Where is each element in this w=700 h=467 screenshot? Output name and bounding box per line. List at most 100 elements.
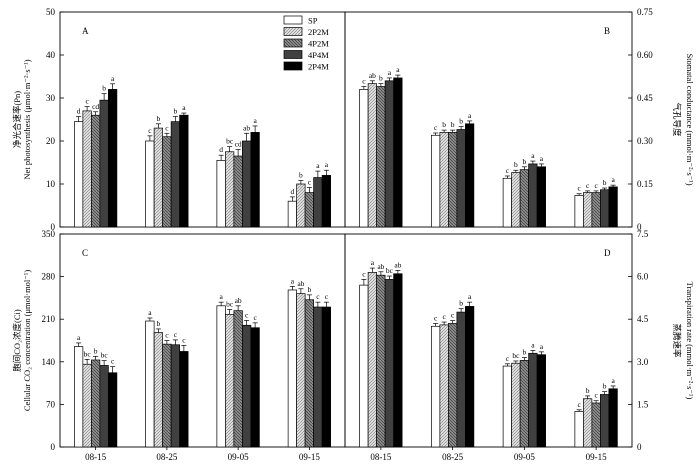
bar-2p4m-08-25: [179, 114, 189, 228]
significance-label: c: [325, 292, 329, 301]
bar-2p4m-09-05: [536, 166, 546, 228]
significance-label: b: [102, 84, 106, 93]
significance-label: b: [94, 346, 98, 355]
bar-2p2m-08-25: [439, 324, 449, 448]
significance-label: c: [111, 357, 115, 366]
significance-label: a: [611, 175, 615, 184]
bar-4p2m-09-15: [591, 402, 601, 448]
legend-label-2p2m: 2P2M: [308, 27, 329, 37]
y-tick-label: 280: [42, 272, 56, 282]
significance-label: a: [182, 103, 186, 112]
bar-2p4m-09-15: [608, 186, 618, 228]
bar-2p4m-08-25: [465, 306, 475, 448]
significance-label: c: [506, 354, 510, 363]
bar-sp-08-25: [145, 320, 155, 448]
significance-label: b: [157, 319, 161, 328]
x-tick-label: 09-05: [514, 452, 535, 462]
x-tick-label: 09-15: [299, 452, 320, 462]
significance-label: c: [577, 400, 581, 409]
panel-d: 0 1.5 3.0 4.5 6.0 7.5 蒸腾速率 Transpiration rate (…: [344, 229, 695, 462]
bar-4p2m-08-25: [448, 323, 458, 448]
significance-label: b: [514, 160, 518, 169]
bar-4p2m-08-15: [91, 114, 101, 228]
x-tick-label: 09-15: [586, 452, 607, 462]
bar-2p2m-09-15: [296, 293, 306, 448]
significance-label: b: [603, 382, 607, 391]
y-tick-label: 50: [46, 7, 56, 17]
legend-swatch-4p4m: [283, 50, 303, 59]
legend-swatch-2p4m: [283, 61, 303, 71]
bar-2p2m-09-05: [511, 172, 521, 228]
legend-label-2p4m: 2P4M: [308, 62, 329, 72]
significance-label: b: [299, 171, 303, 180]
significance-label: b: [523, 157, 527, 166]
significance-label: c: [85, 97, 89, 106]
significance-label: b: [157, 114, 161, 123]
significance-label: b: [442, 120, 446, 129]
significance-label: c: [316, 292, 320, 301]
significance-label: a: [325, 160, 329, 169]
significance-label: ab: [297, 279, 304, 288]
significance-label: b: [451, 120, 455, 129]
panel-frame: [344, 11, 633, 228]
bar-4p2m-09-15: [304, 192, 314, 228]
significance-label: a: [468, 111, 472, 120]
panel-a: 0 10 20 30 40 50 净光合速率(Pn) Net photosynthesis (…: [12, 7, 346, 232]
bar-sp-08-25: [145, 140, 155, 228]
y-tick-label: 0.60: [637, 50, 653, 60]
bar-sp-08-15: [74, 121, 84, 228]
significance-label: a: [388, 68, 392, 77]
bar-2p2m-09-05: [225, 151, 235, 228]
y-tick-label: 0: [637, 442, 642, 452]
y-tick-label: 1.5: [637, 399, 649, 409]
significance-label: c: [362, 77, 366, 86]
y-tick-label: 10: [46, 179, 56, 189]
significance-label: c: [253, 313, 257, 322]
y-tick-label: 3.0: [637, 357, 649, 367]
bar-4p4m-08-15: [384, 279, 394, 448]
significance-label: a: [253, 116, 257, 125]
significance-label: c: [182, 335, 186, 344]
significance-label: c: [362, 269, 366, 278]
significance-label: c: [594, 391, 598, 400]
bar-2p2m-09-05: [225, 313, 235, 448]
y-tick-label: 0: [51, 222, 56, 232]
bar-4p2m-09-15: [304, 299, 314, 448]
legend-swatch-sp: [283, 15, 303, 25]
significance-label: c: [165, 331, 169, 340]
significance-label: d: [291, 187, 295, 196]
significance-label: c: [442, 312, 446, 321]
panels-layer: 0 10 20 30 40 50 净光合速率(Pn) Net photosynthesis (…: [12, 7, 695, 462]
bar-4p4m-09-05: [242, 140, 252, 228]
bar-4p2m-08-15: [376, 86, 386, 228]
significance-label: c: [586, 181, 590, 190]
bar-4p4m-08-15: [99, 99, 109, 228]
bar-sp-09-05: [216, 305, 226, 448]
significance-label: ab: [369, 71, 376, 80]
bar-4p4m-09-15: [313, 306, 323, 448]
y-axis-title-en: Stomatal conductance (mmol·m⁻²·s⁻¹): [685, 53, 695, 185]
significance-label: c: [308, 177, 312, 186]
panel-letter: A: [82, 26, 89, 36]
significance-label: c: [594, 181, 598, 190]
bar-sp-09-15: [574, 195, 584, 228]
bar-4p4m-09-15: [600, 394, 610, 448]
significance-label: a: [316, 161, 320, 170]
y-tick-label: 40: [46, 50, 56, 60]
bar-2p4m-08-15: [393, 273, 403, 448]
significance-label: d: [219, 145, 223, 154]
bar-4p2m-09-05: [233, 155, 243, 228]
x-tick-label: 09-05: [228, 452, 249, 462]
bar-4p2m-08-15: [376, 274, 386, 448]
panel-letter: B: [604, 26, 610, 36]
significance-label: c: [174, 330, 178, 339]
significance-label: c: [148, 126, 152, 135]
panel-letter: C: [82, 248, 88, 258]
significance-label: b: [523, 348, 527, 357]
y-axis-title-en: Transpiration rate (mmol·m⁻²·s⁻¹): [685, 282, 695, 400]
bar-2p4m-09-15: [321, 306, 331, 448]
bar-2p4m-08-15: [108, 372, 118, 448]
bar-4p2m-09-05: [519, 169, 529, 228]
significance-label: c: [165, 123, 169, 132]
bar-2p2m-08-15: [82, 110, 92, 228]
